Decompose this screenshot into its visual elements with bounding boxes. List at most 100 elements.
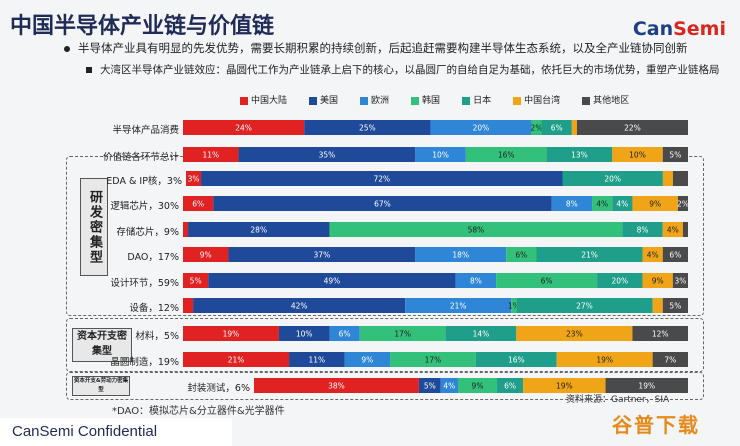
bar-segment — [183, 352, 290, 367]
bar-data-label: 4% — [616, 200, 628, 209]
legend-item: 中国台湾 — [513, 93, 560, 106]
bar-segment — [183, 120, 305, 135]
bar-segment — [662, 247, 688, 262]
legend-label: 中国台湾 — [524, 96, 561, 106]
bar-data-label: 21% — [228, 356, 245, 365]
bar-data-label: 9% — [200, 251, 212, 260]
bar-segment — [622, 222, 663, 237]
legend-swatch — [309, 96, 318, 105]
bar-segment — [642, 273, 673, 288]
legend-item: 欧洲 — [360, 93, 389, 106]
bar-segment — [418, 378, 441, 393]
legend-swatch — [462, 96, 471, 105]
source-note: 资料来源：Gartner，SIA — [566, 395, 670, 405]
bar-data-label: 5% — [424, 382, 436, 391]
bar-data-label: 19% — [223, 330, 240, 339]
bar-data-label: 6% — [551, 124, 563, 133]
bar-segment — [359, 326, 446, 341]
bar-segment — [390, 352, 476, 367]
legend-label: 日本 — [473, 96, 492, 106]
bar-segment — [183, 273, 209, 288]
row-label: 晶圆制造，19% — [110, 357, 179, 368]
bar-data-label: 19% — [638, 382, 655, 391]
bar-data-label: 25% — [359, 124, 376, 133]
legend-item: 韩国 — [411, 93, 440, 106]
row-label: EDA & IP核，3% — [106, 176, 182, 187]
bar-segment — [329, 326, 360, 341]
bar-data-label: 38% — [328, 382, 345, 391]
legend-label: 美国 — [320, 96, 339, 106]
bar-segment — [289, 352, 345, 367]
bar-segment — [183, 247, 229, 262]
labor-group-label: 资本开支&劳动力密集型 — [72, 376, 130, 396]
bar-segment — [642, 247, 663, 262]
bar-data-label: 1% — [508, 302, 520, 311]
row-label: 逻辑芯片，30% — [110, 201, 179, 212]
bullet-2: 大湾区半导体产业链效应：晶圆代工作为产业链承上启下的核心，以晶圆厂的自给自足为基… — [86, 62, 720, 77]
bar-segment — [344, 352, 391, 367]
bar-data-label: 21% — [450, 302, 467, 311]
bar-data-label: 8% — [637, 226, 649, 235]
bar-segment — [597, 273, 643, 288]
bar-segment — [531, 120, 542, 135]
bar-segment — [415, 147, 466, 162]
bar-data-label: 20% — [604, 175, 621, 184]
brand-logo: CanSemi — [633, 18, 726, 40]
bar-segment — [415, 247, 507, 262]
bar-segment — [511, 298, 517, 313]
bar-data-label: 17% — [425, 356, 442, 365]
bar-segment — [556, 352, 653, 367]
bar-data-label: 5% — [669, 302, 681, 311]
bar-data-label: 19% — [556, 382, 573, 391]
bullet-dot-icon — [64, 45, 70, 52]
bar-segment — [201, 171, 563, 186]
legend-label: 韩国 — [422, 96, 441, 106]
bar-data-label: 67% — [374, 200, 391, 209]
row-label: 半导体产品消费 — [112, 125, 179, 136]
bar-segment — [672, 273, 688, 288]
bar-data-label: 10% — [296, 330, 313, 339]
row-label: 价值链各环节总计 — [102, 152, 179, 163]
row-label: 材料，5% — [135, 331, 179, 342]
bar-segment — [475, 352, 557, 367]
bar-segment — [329, 222, 623, 237]
bar-segment — [405, 298, 512, 313]
bar-data-label: 9% — [649, 200, 661, 209]
bar-segment — [576, 120, 688, 135]
bar-data-label: 18% — [452, 251, 469, 260]
bar-data-label: 20% — [473, 124, 490, 133]
bar-segment — [612, 196, 633, 211]
bar-data-label: 6% — [192, 200, 204, 209]
rd-group-label: 研发密集型 — [80, 178, 108, 276]
row-label: DAO，17% — [127, 252, 179, 263]
bar-segment — [562, 171, 663, 186]
bar-data-label: 4% — [596, 200, 608, 209]
bar-segment — [304, 120, 431, 135]
bar-data-label: 6% — [339, 330, 351, 339]
bar-segment — [465, 147, 547, 162]
bar-segment — [186, 171, 202, 186]
bar-data-label: 4% — [647, 251, 659, 260]
bar-segment — [662, 222, 683, 237]
bar-segment — [445, 326, 517, 341]
legend-item: 其他地区 — [582, 93, 629, 106]
page-title: 中国半导体产业链与价值链 — [10, 14, 275, 39]
bar-data-label: 6% — [504, 382, 516, 391]
bar-data-label: 8% — [470, 277, 482, 286]
bar-segment — [183, 222, 189, 237]
legend-swatch — [582, 96, 591, 105]
row-label: 封装测试，6% — [187, 383, 250, 394]
capital-group-label: 资本开支密集型 — [72, 328, 132, 362]
bullet-square-icon — [86, 67, 92, 73]
bar-data-label: 8% — [566, 200, 578, 209]
bar-segment — [652, 298, 663, 313]
footnote: *DAO：模拟芯片&分立器件&光学器件 — [112, 406, 285, 417]
bar-data-label: 27% — [576, 302, 593, 311]
capital-group-box — [66, 318, 704, 372]
bar-data-label: 16% — [498, 151, 515, 160]
bar-segment — [677, 196, 688, 211]
bar-segment — [506, 247, 537, 262]
bar-segment — [440, 378, 458, 393]
bar-segment — [632, 326, 688, 341]
